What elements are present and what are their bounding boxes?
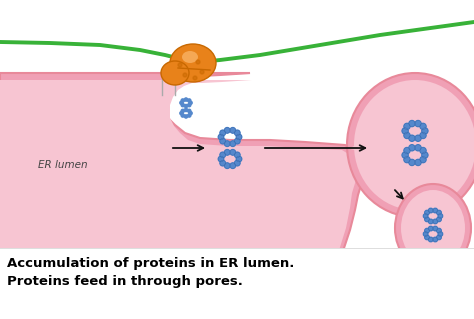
Circle shape	[428, 208, 433, 213]
Circle shape	[425, 228, 429, 233]
Circle shape	[181, 103, 184, 107]
Ellipse shape	[182, 51, 198, 63]
Circle shape	[433, 226, 438, 231]
Circle shape	[188, 103, 191, 107]
Bar	[0, 248, 474, 319]
Circle shape	[230, 163, 236, 168]
Circle shape	[235, 130, 240, 136]
Circle shape	[235, 152, 240, 158]
Ellipse shape	[347, 73, 474, 217]
Circle shape	[415, 160, 421, 166]
Circle shape	[180, 112, 183, 115]
Circle shape	[423, 232, 428, 236]
Ellipse shape	[395, 184, 471, 272]
Circle shape	[184, 108, 188, 112]
Circle shape	[409, 135, 415, 141]
Ellipse shape	[354, 80, 474, 210]
Circle shape	[402, 128, 408, 134]
Ellipse shape	[170, 44, 216, 82]
Polygon shape	[0, 73, 368, 319]
Circle shape	[218, 156, 224, 162]
Circle shape	[188, 109, 191, 113]
Polygon shape	[348, 134, 405, 158]
Circle shape	[224, 141, 230, 146]
Circle shape	[218, 134, 224, 140]
Circle shape	[220, 152, 226, 158]
Circle shape	[415, 145, 421, 151]
Circle shape	[437, 210, 441, 215]
Polygon shape	[0, 80, 360, 319]
Ellipse shape	[161, 61, 189, 85]
Circle shape	[235, 138, 240, 144]
Circle shape	[230, 150, 236, 155]
Circle shape	[425, 217, 429, 222]
Circle shape	[420, 123, 426, 130]
Circle shape	[183, 73, 187, 77]
Circle shape	[433, 219, 438, 224]
Circle shape	[236, 156, 242, 162]
Circle shape	[438, 214, 443, 218]
Text: Accumulation of proteins in ER lumen.: Accumulation of proteins in ER lumen.	[7, 257, 294, 270]
Circle shape	[404, 157, 410, 163]
Circle shape	[200, 70, 204, 74]
Polygon shape	[350, 138, 398, 153]
Circle shape	[224, 163, 230, 168]
Circle shape	[184, 115, 188, 118]
Circle shape	[180, 101, 183, 104]
Circle shape	[224, 150, 230, 155]
Circle shape	[220, 160, 226, 166]
Circle shape	[188, 99, 191, 102]
Circle shape	[189, 112, 192, 115]
Circle shape	[402, 152, 408, 158]
Circle shape	[433, 208, 438, 213]
Circle shape	[438, 232, 443, 236]
Circle shape	[235, 160, 240, 166]
Circle shape	[181, 114, 184, 117]
Circle shape	[422, 152, 428, 158]
Circle shape	[189, 101, 192, 104]
Ellipse shape	[401, 190, 465, 266]
Circle shape	[220, 138, 226, 144]
Circle shape	[420, 132, 426, 138]
Circle shape	[420, 147, 426, 154]
Circle shape	[437, 228, 441, 233]
Circle shape	[184, 98, 188, 101]
Circle shape	[224, 128, 230, 133]
Circle shape	[184, 104, 188, 108]
Circle shape	[409, 160, 415, 166]
Circle shape	[422, 128, 428, 134]
Circle shape	[409, 121, 415, 127]
Circle shape	[409, 145, 415, 151]
Circle shape	[193, 76, 197, 80]
Circle shape	[433, 237, 438, 242]
Circle shape	[236, 134, 242, 140]
Circle shape	[230, 128, 236, 133]
Circle shape	[230, 141, 236, 146]
Circle shape	[415, 135, 421, 141]
Text: ER lumen: ER lumen	[38, 160, 88, 170]
Circle shape	[428, 237, 433, 242]
Circle shape	[181, 99, 184, 102]
Circle shape	[196, 60, 200, 64]
Circle shape	[181, 109, 184, 113]
Circle shape	[428, 226, 433, 231]
Circle shape	[425, 235, 429, 240]
Circle shape	[220, 130, 226, 136]
Circle shape	[437, 217, 441, 222]
Circle shape	[178, 63, 182, 67]
Circle shape	[420, 157, 426, 163]
Circle shape	[437, 235, 441, 240]
Circle shape	[428, 219, 433, 224]
Circle shape	[404, 132, 410, 138]
Circle shape	[188, 114, 191, 117]
Circle shape	[415, 121, 421, 127]
Circle shape	[404, 123, 410, 130]
Text: Proteins feed in through pores.: Proteins feed in through pores.	[7, 275, 243, 288]
Circle shape	[404, 147, 410, 154]
Circle shape	[423, 214, 428, 218]
Circle shape	[425, 210, 429, 215]
